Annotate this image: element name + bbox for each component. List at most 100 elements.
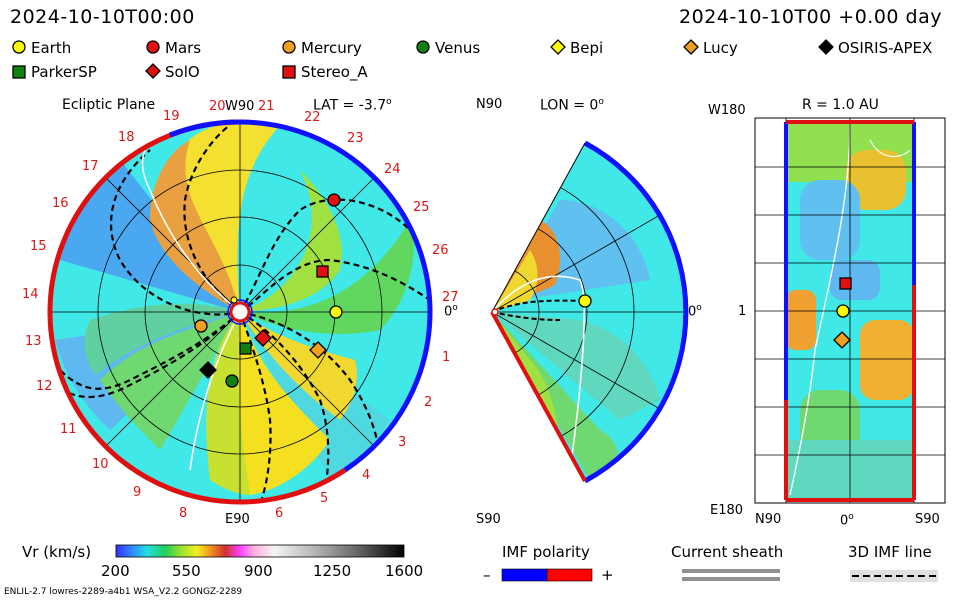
meridional-panel	[490, 140, 689, 484]
ecliptic-venus-marker	[225, 374, 239, 388]
sector-26: 26	[432, 243, 449, 258]
latlon-earth-marker	[836, 304, 850, 318]
legend-marker-lucy	[683, 39, 699, 55]
colorbar-tick-1600: 1600	[385, 562, 424, 580]
sector-9: 9	[133, 485, 142, 500]
legend-label-parkersp: ParkerSP	[31, 63, 97, 81]
latlon-r-label: R = 1.0 AU	[802, 97, 879, 113]
sector-21: 21	[258, 99, 275, 114]
meridional-bepi-marker	[578, 294, 592, 308]
sector-14: 14	[22, 287, 39, 302]
footer-left: ENLIL-2.7 lowres-2289-a4b1 WSA_V2.2 GONG…	[4, 587, 243, 597]
colorbar-tick-550: 550	[172, 562, 201, 580]
sector-16: 16	[52, 196, 69, 211]
colorbar-gradient	[115, 544, 405, 558]
latlon-w180-label: W180	[708, 103, 746, 118]
sector-3: 3	[398, 435, 407, 450]
ecliptic-title: Ecliptic Plane	[62, 97, 156, 113]
sector-12: 12	[36, 379, 53, 394]
sector-25: 25	[413, 200, 430, 215]
sector-1: 1	[442, 350, 451, 365]
sector-8: 8	[179, 506, 188, 521]
legend-marker-stereo-a	[282, 65, 296, 79]
latlon-one-label: 1	[738, 304, 747, 319]
legend-marker-mercury	[282, 40, 296, 54]
legend-marker-bepi	[550, 39, 566, 55]
legend-markers	[12, 39, 834, 79]
imf-line-label: 3D IMF line	[848, 543, 932, 561]
legend-label-venus: Venus	[435, 39, 481, 57]
ecliptic-bepi-marker	[230, 296, 238, 304]
latlon-lucy-marker	[833, 331, 851, 349]
imf-line-sample	[850, 570, 938, 582]
latlon-e180-label: E180	[710, 503, 744, 518]
colorbar-tick-200: 200	[101, 562, 130, 580]
sector-13: 13	[25, 334, 42, 349]
ecliptic-lucy-marker	[309, 341, 327, 359]
colorbar-tick-900: 900	[244, 562, 273, 580]
current-sheath-label: Current sheath	[671, 543, 784, 561]
legend-marker-earth	[12, 40, 26, 54]
imf-polarity-label: IMF polarity	[502, 543, 590, 561]
legend-label-mars: Mars	[165, 39, 202, 57]
sector-6: 6	[275, 506, 284, 521]
legend-marker-solo	[145, 63, 161, 79]
legend-marker-venus	[416, 40, 430, 54]
sector-20: 20	[209, 99, 226, 114]
sector-11: 11	[60, 422, 77, 437]
legend-marker-osiris-apex	[818, 39, 834, 55]
ecliptic-panel	[47, 119, 433, 505]
meridional-zero-label: 0o	[688, 303, 702, 320]
legend-label-mercury: Mercury	[301, 39, 362, 57]
ecliptic-stereo-a-marker	[316, 265, 329, 278]
sector-18: 18	[118, 130, 135, 145]
legend-label-osiris-apex: OSIRIS-APEX	[838, 39, 933, 57]
legend-label-stereo-a: Stereo_A	[301, 63, 368, 81]
lat-lon-panel	[754, 117, 946, 504]
meridional-n90-label: N90	[476, 97, 503, 112]
ecliptic-osiris-apex-marker	[199, 361, 217, 379]
header-right-time: 2024-10-10T00 +0.00 day	[679, 6, 942, 28]
sector-5: 5	[320, 491, 329, 506]
meridional-lon-label: LON = 0o	[540, 97, 604, 114]
legend-label-lucy: Lucy	[703, 39, 738, 57]
ecliptic-mars-marker	[327, 193, 341, 207]
latlon-n90-label: N90	[755, 512, 782, 527]
colorbar-label: Vr (km/s)	[22, 543, 92, 561]
meridional-s90-label: S90	[476, 512, 501, 527]
imf-polarity-minus: –	[483, 566, 491, 584]
ecliptic-w90-label: W90	[225, 99, 255, 114]
ecliptic-zero-label: 0o	[444, 303, 458, 320]
sector-23: 23	[347, 131, 364, 146]
imf-polarity-plus: +	[601, 566, 614, 584]
legend-label-solo: SolO	[165, 63, 200, 81]
colorbar-tick-1250: 1250	[313, 562, 352, 580]
ecliptic-parkersp-marker	[239, 342, 252, 355]
legend-label-earth: Earth	[31, 39, 72, 57]
ecliptic-earth-marker	[329, 305, 343, 319]
sector-4: 4	[362, 468, 371, 483]
ecliptic-solo-marker	[254, 329, 272, 347]
legend-marker-parkersp	[12, 65, 26, 79]
imf-polarity-negative	[501, 568, 548, 582]
ecliptic-mercury-marker	[194, 319, 208, 333]
latlon-s90-label: S90	[915, 512, 940, 527]
sector-10: 10	[92, 457, 109, 472]
sector-15: 15	[30, 239, 47, 254]
sector-27: 27	[442, 290, 459, 305]
sector-24: 24	[384, 162, 401, 177]
current-sheath-sample	[682, 569, 780, 581]
legend-label-bepi: Bepi	[570, 39, 604, 57]
header-left-time: 2024-10-10T00:00	[10, 6, 195, 28]
ecliptic-e90-label: E90	[225, 512, 250, 527]
sector-19: 19	[163, 109, 180, 124]
imf-polarity-positive	[546, 568, 593, 582]
legend-marker-mars	[146, 40, 160, 54]
latlon-zero-label: 0o	[840, 512, 854, 529]
ecliptic-lat-label: LAT = -3.7o	[313, 97, 392, 114]
sector-17: 17	[82, 159, 99, 174]
sector-2: 2	[424, 395, 433, 410]
sector-22: 22	[304, 110, 321, 125]
latlon-stereo-a-marker	[839, 277, 852, 290]
